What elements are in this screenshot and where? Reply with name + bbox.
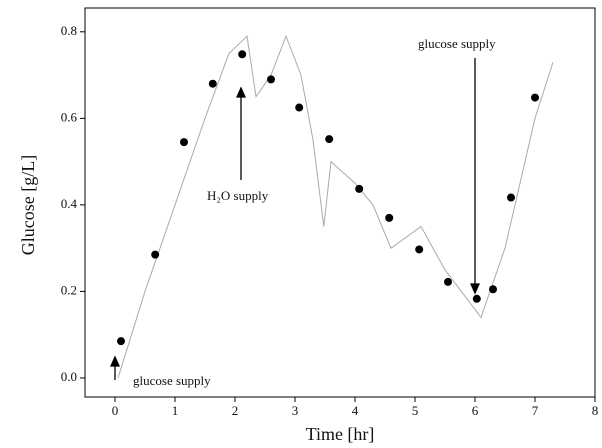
data-point <box>415 245 424 254</box>
data-point <box>267 75 275 84</box>
x-tick-label: 8 <box>592 403 599 418</box>
x-tick-label: 2 <box>232 403 239 418</box>
x-tick-label: 3 <box>292 403 299 418</box>
data-point <box>472 294 481 303</box>
x-tick-label: 5 <box>412 403 419 418</box>
x-tick-label: 4 <box>352 403 359 418</box>
annotation: glucose supply <box>133 373 211 388</box>
data-point <box>208 79 217 88</box>
model-line <box>117 34 554 379</box>
y-axis-label: Glucose [g/L] <box>18 155 38 255</box>
data-point <box>489 285 497 294</box>
x-tick-label: 0 <box>112 403 119 418</box>
data-point <box>355 184 364 193</box>
x-axis-label: Time [hr] <box>306 424 375 444</box>
data-point <box>117 337 125 346</box>
annotation: H₂O supply <box>207 188 269 203</box>
y-tick-label: 0.2 <box>61 282 77 297</box>
data-point <box>507 193 515 202</box>
x-tick-label: 1 <box>172 403 179 418</box>
annotation: glucose supply <box>418 36 496 51</box>
y-tick-label: 0.4 <box>61 196 78 211</box>
y-tick-label: 0.8 <box>61 23 77 38</box>
data-point <box>531 93 539 102</box>
x-tick-label: 6 <box>472 403 479 418</box>
y-tick-label: 0.6 <box>61 109 78 124</box>
data-point <box>295 103 304 112</box>
x-tick-label: 7 <box>532 403 539 418</box>
data-point <box>444 277 452 286</box>
data-point <box>180 138 188 147</box>
y-tick-label: 0.0 <box>61 369 77 384</box>
annotation-arrows <box>109 58 481 380</box>
data-point <box>325 135 334 144</box>
plot-frame <box>84 7 596 398</box>
data-point <box>238 50 247 59</box>
data-point <box>385 213 394 222</box>
data-point <box>151 250 160 259</box>
